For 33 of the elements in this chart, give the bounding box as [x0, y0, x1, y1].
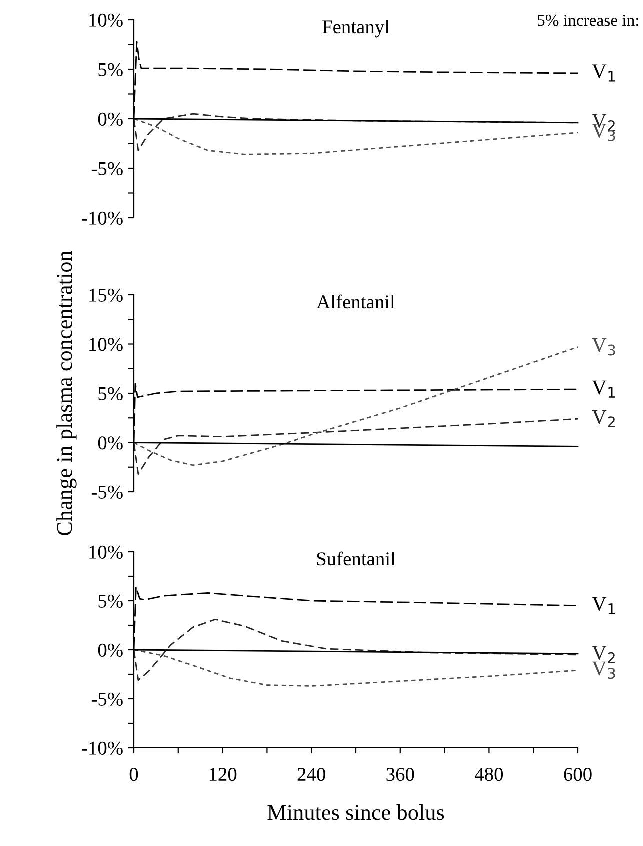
y-tick-label: 10% — [90, 546, 123, 559]
x-tick-label: 360 — [386, 768, 414, 782]
y-tick-label: 10% — [90, 14, 123, 27]
x-tick-label: 120 — [210, 768, 237, 782]
x-tick-label: 600 — [564, 768, 592, 782]
y-tick-label: -5% — [92, 162, 123, 176]
y-tick-label: 0% — [98, 436, 123, 450]
x-tick-label: 240 — [298, 768, 326, 782]
chart-title: Alfentanil — [316, 294, 396, 309]
y-tick-label: -10% — [82, 742, 123, 755]
y-tick-label: -10% — [82, 212, 123, 225]
y-tick-label: -5% — [92, 692, 123, 706]
x-axis-title: Minutes since bolus — [268, 804, 444, 820]
chart-title: Fentanyl — [322, 20, 390, 38]
series-label: V$_{1}$ — [592, 64, 616, 82]
series-label: V$_{1}$ — [592, 597, 616, 614]
y-tick-label: 0% — [98, 644, 123, 657]
y-tick-label: -5% — [92, 486, 123, 499]
y-tick-label: 15% — [90, 288, 123, 302]
series-label: V$_{2}$ — [592, 646, 615, 664]
annotation: 5% increase in: — [538, 14, 638, 26]
y-axis-title: Change in plasma concentration — [56, 250, 77, 536]
x-tick-label: 480 — [474, 768, 504, 782]
y-tick-label: 0% — [98, 112, 123, 126]
chart-title: Sufentanil — [317, 552, 396, 566]
y-tick-label: 10% — [90, 338, 123, 352]
y-tick-label: 5% — [98, 387, 123, 400]
y-tick-label: 5% — [98, 63, 123, 76]
y-tick-label: 5% — [98, 594, 123, 608]
series-label: V$_{1}$ — [592, 380, 616, 398]
series-label: V$_{3}$ — [592, 338, 616, 356]
series-label: V$_{2}$ — [592, 410, 615, 428]
x-tick-label: 0 — [130, 768, 138, 782]
